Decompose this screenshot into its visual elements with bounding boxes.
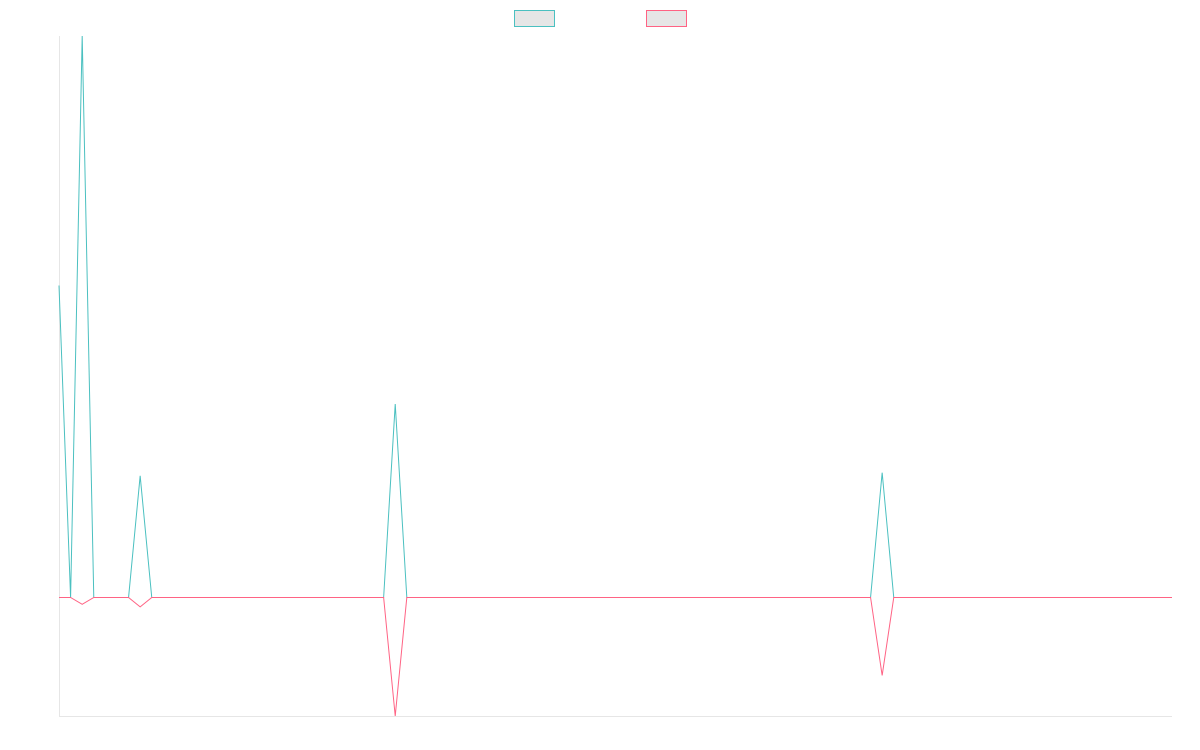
legend	[514, 10, 687, 27]
axes	[59, 36, 1172, 717]
plot-area	[58, 35, 1172, 717]
series-line-2	[59, 596, 1172, 717]
legend-swatch-1[interactable]	[514, 10, 555, 27]
legend-swatch-2[interactable]	[646, 10, 687, 27]
series-line-1	[58, 35, 1172, 598]
